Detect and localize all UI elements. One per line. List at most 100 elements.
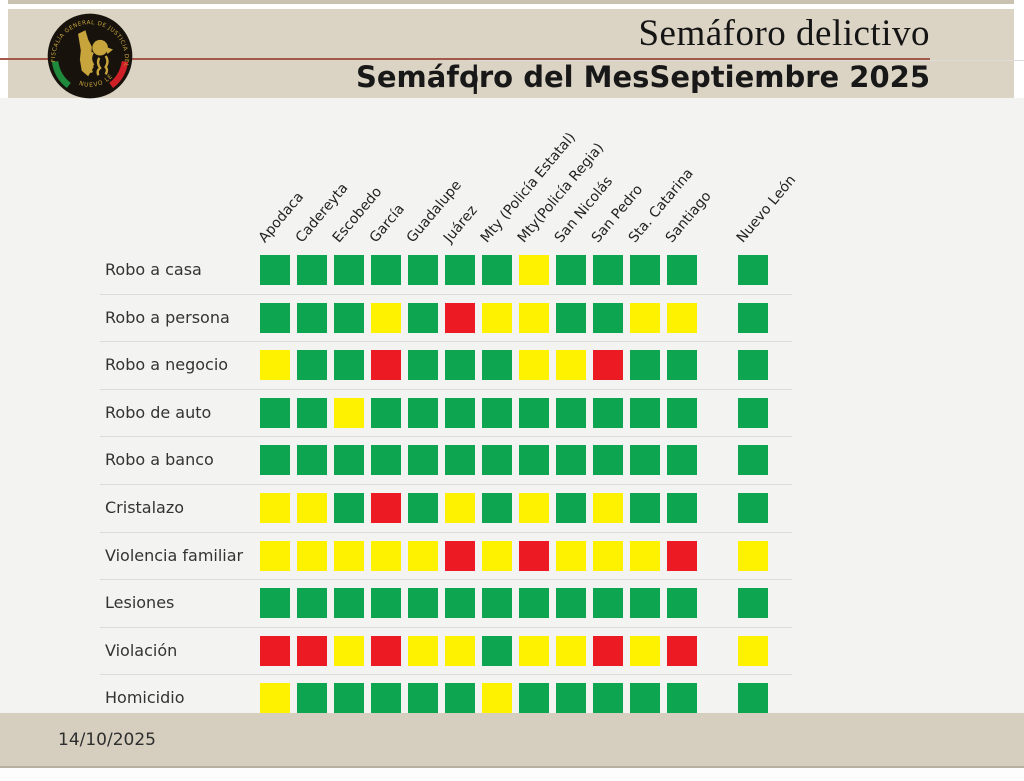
status-cell-garcia-cristalazo xyxy=(371,493,401,523)
status-cell-cadereyta-lesiones xyxy=(297,588,327,619)
crime-traffic-light-matrix: Apodaca Cadereyta Escobedo García Guadalupe J… xyxy=(0,98,1024,713)
status-cell-mty-policia-regia-robo-a-casa xyxy=(519,255,549,285)
status-cell-sta-catarina-violencia-familiar xyxy=(630,540,660,571)
logo-green-segment xyxy=(51,60,71,88)
status-cell-guadalupe-robo-a-casa xyxy=(408,255,438,285)
status-cell-santiago-homicidio xyxy=(667,683,697,713)
status-cell-juarez-violencia-familiar xyxy=(445,540,475,571)
status-cell-nuevo-leon-violacion xyxy=(738,635,768,666)
status-cell-nuevo-leon-lesiones xyxy=(738,588,768,619)
row-separator xyxy=(100,293,792,295)
matrix-row-violacion: Violación xyxy=(0,635,1024,667)
status-cell-cadereyta-robo-a-banco xyxy=(297,445,327,476)
status-cell-garcia-robo-a-casa xyxy=(371,255,401,285)
status-cell-mty-policia-regia-robo-a-banco xyxy=(519,445,549,476)
status-cell-sta-catarina-robo-de-auto xyxy=(630,397,660,428)
status-cell-cadereyta-homicidio xyxy=(297,683,327,713)
status-cell-guadalupe-robo-de-auto xyxy=(408,397,438,428)
row-label-robo-de-auto: Robo de auto xyxy=(105,402,212,422)
status-cell-garcia-robo-a-negocio xyxy=(371,350,401,381)
status-cell-cadereyta-violacion xyxy=(297,635,327,666)
status-cell-san-pedro-robo-de-auto xyxy=(593,397,623,428)
status-cell-guadalupe-robo-a-negocio xyxy=(408,350,438,381)
matrix-row-lesiones: Lesiones xyxy=(0,588,1024,619)
status-cell-garcia-violacion xyxy=(371,635,401,666)
status-cell-apodaca-robo-a-persona xyxy=(260,302,290,333)
status-cell-san-nicolas-violencia-familiar xyxy=(556,540,586,571)
status-cell-santiago-robo-a-banco xyxy=(667,445,697,476)
status-cell-juarez-robo-a-casa xyxy=(445,255,475,285)
status-cell-escobedo-robo-a-banco xyxy=(334,445,364,476)
status-cell-juarez-robo-a-persona xyxy=(445,302,475,333)
status-cell-mty-policia-estatal-homicidio xyxy=(482,683,512,713)
status-cell-sta-catarina-lesiones xyxy=(630,588,660,619)
status-cell-nuevo-leon-robo-a-banco xyxy=(738,445,768,476)
status-cell-cadereyta-robo-de-auto xyxy=(297,397,327,428)
status-cell-nuevo-leon-robo-a-persona xyxy=(738,302,768,333)
matrix-row-robo-de-auto: Robo de auto xyxy=(0,397,1024,429)
status-cell-escobedo-violencia-familiar xyxy=(334,540,364,571)
column-header-nuevo-leon: Nuevo León xyxy=(733,172,800,246)
status-cell-san-nicolas-robo-a-persona xyxy=(556,302,586,333)
row-separator xyxy=(100,626,792,628)
status-cell-mty-policia-regia-cristalazo xyxy=(519,493,549,523)
matrix-row-cristalazo: Cristalazo xyxy=(0,493,1024,524)
bottom-margin xyxy=(0,768,1024,781)
status-cell-apodaca-lesiones xyxy=(260,588,290,619)
matrix-row-robo-a-persona: Robo a persona xyxy=(0,302,1024,334)
status-cell-apodaca-homicidio xyxy=(260,683,290,713)
subtitle-separator: | xyxy=(469,60,1024,94)
status-cell-santiago-robo-a-negocio xyxy=(667,350,697,381)
status-cell-san-nicolas-robo-a-banco xyxy=(556,445,586,476)
status-cell-garcia-robo-a-persona xyxy=(371,302,401,333)
status-cell-mty-policia-regia-violacion xyxy=(519,635,549,666)
status-cell-san-nicolas-homicidio xyxy=(556,683,586,713)
status-cell-guadalupe-violencia-familiar xyxy=(408,540,438,571)
status-cell-juarez-robo-a-banco xyxy=(445,445,475,476)
status-cell-sta-catarina-robo-a-persona xyxy=(630,302,660,333)
row-separator xyxy=(100,436,792,438)
status-cell-sta-catarina-cristalazo xyxy=(630,493,660,523)
status-cell-sta-catarina-robo-a-negocio xyxy=(630,350,660,381)
status-cell-mty-policia-estatal-violencia-familiar xyxy=(482,540,512,571)
status-cell-san-pedro-violencia-familiar xyxy=(593,540,623,571)
status-cell-santiago-violencia-familiar xyxy=(667,540,697,571)
status-cell-apodaca-violencia-familiar xyxy=(260,540,290,571)
status-cell-cadereyta-violencia-familiar xyxy=(297,540,327,571)
status-cell-mty-policia-estatal-lesiones xyxy=(482,588,512,619)
status-cell-santiago-lesiones xyxy=(667,588,697,619)
report-title: Semáforo delictivo xyxy=(638,13,930,54)
status-cell-sta-catarina-homicidio xyxy=(630,683,660,713)
status-cell-santiago-violacion xyxy=(667,635,697,666)
status-cell-garcia-homicidio xyxy=(371,683,401,713)
status-cell-guadalupe-lesiones xyxy=(408,588,438,619)
status-cell-escobedo-robo-a-negocio xyxy=(334,350,364,381)
status-cell-sta-catarina-violacion xyxy=(630,635,660,666)
status-cell-san-pedro-homicidio xyxy=(593,683,623,713)
status-cell-guadalupe-robo-a-banco xyxy=(408,445,438,476)
row-label-lesiones: Lesiones xyxy=(105,593,175,613)
status-cell-escobedo-homicidio xyxy=(334,683,364,713)
status-cell-san-pedro-lesiones xyxy=(593,588,623,619)
status-cell-juarez-cristalazo xyxy=(445,493,475,523)
status-cell-apodaca-robo-a-negocio xyxy=(260,350,290,381)
row-label-robo-a-negocio: Robo a negocio xyxy=(105,355,229,375)
status-cell-escobedo-violacion xyxy=(334,635,364,666)
status-cell-san-pedro-violacion xyxy=(593,635,623,666)
status-cell-mty-policia-regia-robo-a-negocio xyxy=(519,350,549,381)
status-cell-garcia-violencia-familiar xyxy=(371,540,401,571)
status-cell-san-pedro-cristalazo xyxy=(593,493,623,523)
status-cell-guadalupe-violacion xyxy=(408,635,438,666)
row-label-robo-a-casa: Robo a casa xyxy=(105,260,202,279)
footer-band: 14/10/2025 xyxy=(0,713,1024,768)
header-band xyxy=(8,9,1014,98)
status-cell-mty-policia-regia-robo-de-auto xyxy=(519,397,549,428)
status-cell-san-nicolas-lesiones xyxy=(556,588,586,619)
status-cell-apodaca-robo-de-auto xyxy=(260,397,290,428)
status-cell-juarez-robo-a-negocio xyxy=(445,350,475,381)
status-cell-santiago-robo-a-persona xyxy=(667,302,697,333)
status-cell-escobedo-robo-a-casa xyxy=(334,255,364,285)
status-cell-nuevo-leon-robo-a-casa xyxy=(738,255,768,285)
status-cell-san-pedro-robo-a-banco xyxy=(593,445,623,476)
status-cell-mty-policia-regia-robo-a-persona xyxy=(519,302,549,333)
